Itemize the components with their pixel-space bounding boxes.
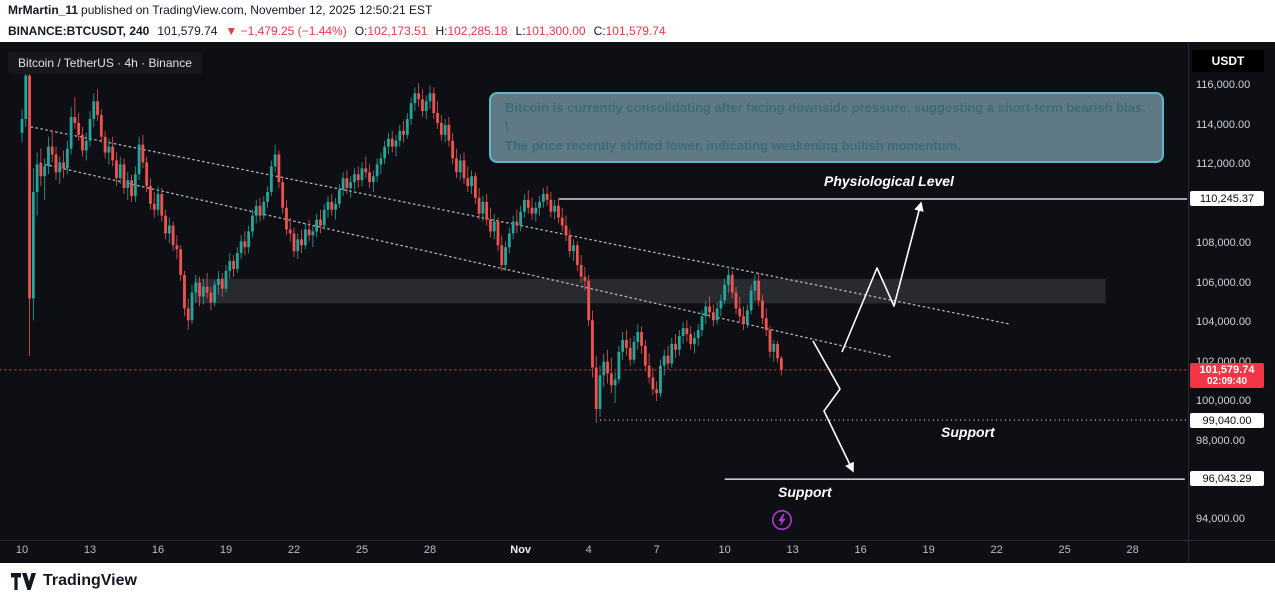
analysis-note[interactable]: Bitcoin is currently consolidating after… — [489, 92, 1164, 163]
price-axis-label: 104,000.00 — [1196, 316, 1252, 329]
time-axis-label: 13 — [83, 544, 97, 556]
currency-unit-button[interactable]: USDT — [1192, 50, 1264, 72]
time-axis-label: 22 — [287, 544, 301, 556]
time-axis-label: 25 — [355, 544, 369, 556]
ohlc-high: H:102,285.18 — [435, 24, 507, 38]
price-axis-label: 100,000.00 — [1196, 395, 1252, 408]
byline-text: published on TradingView.com, November 1… — [81, 3, 433, 17]
time-axis-label: 13 — [786, 544, 799, 556]
time-axis-label: 10 — [15, 544, 29, 556]
last-price-value: 101,579.74 — [1199, 364, 1255, 376]
time-axis-label: 19 — [922, 544, 935, 556]
time-axis[interactable]: 10 13 16 19 22 25 28 Nov 4 7 10 13 16 19 22 25 28 — [0, 538, 1188, 563]
price-axis-label: 94,000.00 — [1196, 513, 1245, 526]
ohlc-close: C:101,579.74 — [594, 24, 666, 38]
close-value: 101,579.74 — [605, 24, 666, 38]
price-axis-label: 98,000.00 — [1196, 434, 1245, 447]
candlestick-chart[interactable] — [0, 42, 1275, 563]
time-axis-label: 10 — [718, 544, 731, 556]
price-tag-support: 96,043.29 — [1190, 471, 1264, 486]
analysis-note-line2: The price recently shifted lower, indica… — [505, 137, 961, 153]
low-label: L: — [515, 24, 526, 38]
price-change-text: ▼ −1,479.25 (−1.44%) — [225, 24, 347, 38]
price-axis-label: 112,000.00 — [1196, 158, 1251, 171]
symbol-info-bar: BINANCE:BTCUSDT, 240 101,579.74 ▼ −1,479… — [0, 20, 1275, 42]
analysis-note-line1: Bitcoin is currently consolidating after… — [505, 100, 1146, 134]
price-axis-label: 116,000.00 — [1196, 79, 1251, 92]
low-value: 101,300.00 — [525, 24, 586, 38]
footer-bar: TradingView — [0, 563, 1275, 599]
time-axis-label: 4 — [585, 544, 592, 556]
price-axis-label: 106,000.00 — [1196, 276, 1252, 289]
chart-area[interactable]: Bitcoin / TetherUS · 4h · Binance USDT B… — [0, 42, 1275, 563]
byline-bar: MrMartin_11 published on TradingView.com… — [0, 0, 1275, 20]
time-axis-label: Nov — [510, 544, 532, 556]
lightning-icon[interactable] — [771, 509, 793, 531]
open-value: 102,173.51 — [367, 24, 428, 38]
price-tag-level: 110,245.37 — [1190, 191, 1264, 206]
close-label: C: — [593, 24, 606, 38]
tradingview-logo-icon[interactable] — [10, 572, 36, 590]
symbol-title[interactable]: BINANCE:BTCUSDT, 240 — [8, 24, 150, 38]
tradingview-logo-text[interactable]: TradingView — [43, 572, 137, 589]
high-label: H: — [435, 24, 448, 38]
last-price-text: 101,579.74 — [157, 24, 218, 38]
price-tag-minor-support: 99,040.00 — [1190, 413, 1264, 428]
price-axis-label: 108,000.00 — [1196, 237, 1252, 250]
time-axis-label: 22 — [990, 544, 1003, 556]
author-name[interactable]: MrMartin_11 — [8, 3, 79, 17]
chart-legend[interactable]: Bitcoin / TetherUS · 4h · Binance — [8, 52, 202, 74]
time-axis-label: 28 — [1126, 544, 1139, 556]
ohlc-low: L:101,300.00 — [516, 24, 586, 38]
time-axis-label: 28 — [423, 544, 437, 556]
physiological-level-label[interactable]: Physiological Level — [824, 173, 954, 189]
time-axis-label: 19 — [219, 544, 233, 556]
open-label: O: — [354, 24, 368, 38]
time-axis-label: 16 — [854, 544, 867, 556]
price-axis-label: 114,000.00 — [1196, 118, 1251, 131]
time-axis-label: 7 — [653, 544, 660, 556]
bar-countdown: 02:09:40 — [1206, 376, 1248, 387]
high-value: 102,285.18 — [447, 24, 508, 38]
time-axis-label: 16 — [151, 544, 165, 556]
time-axis-label: 25 — [1058, 544, 1071, 556]
support-label-bottom[interactable]: Support — [778, 484, 832, 500]
ohlc-open: O:102,173.51 — [355, 24, 428, 38]
support-label-right[interactable]: Support — [941, 424, 995, 440]
price-tag-last: 101,579.74 02:09:40 — [1190, 363, 1264, 388]
